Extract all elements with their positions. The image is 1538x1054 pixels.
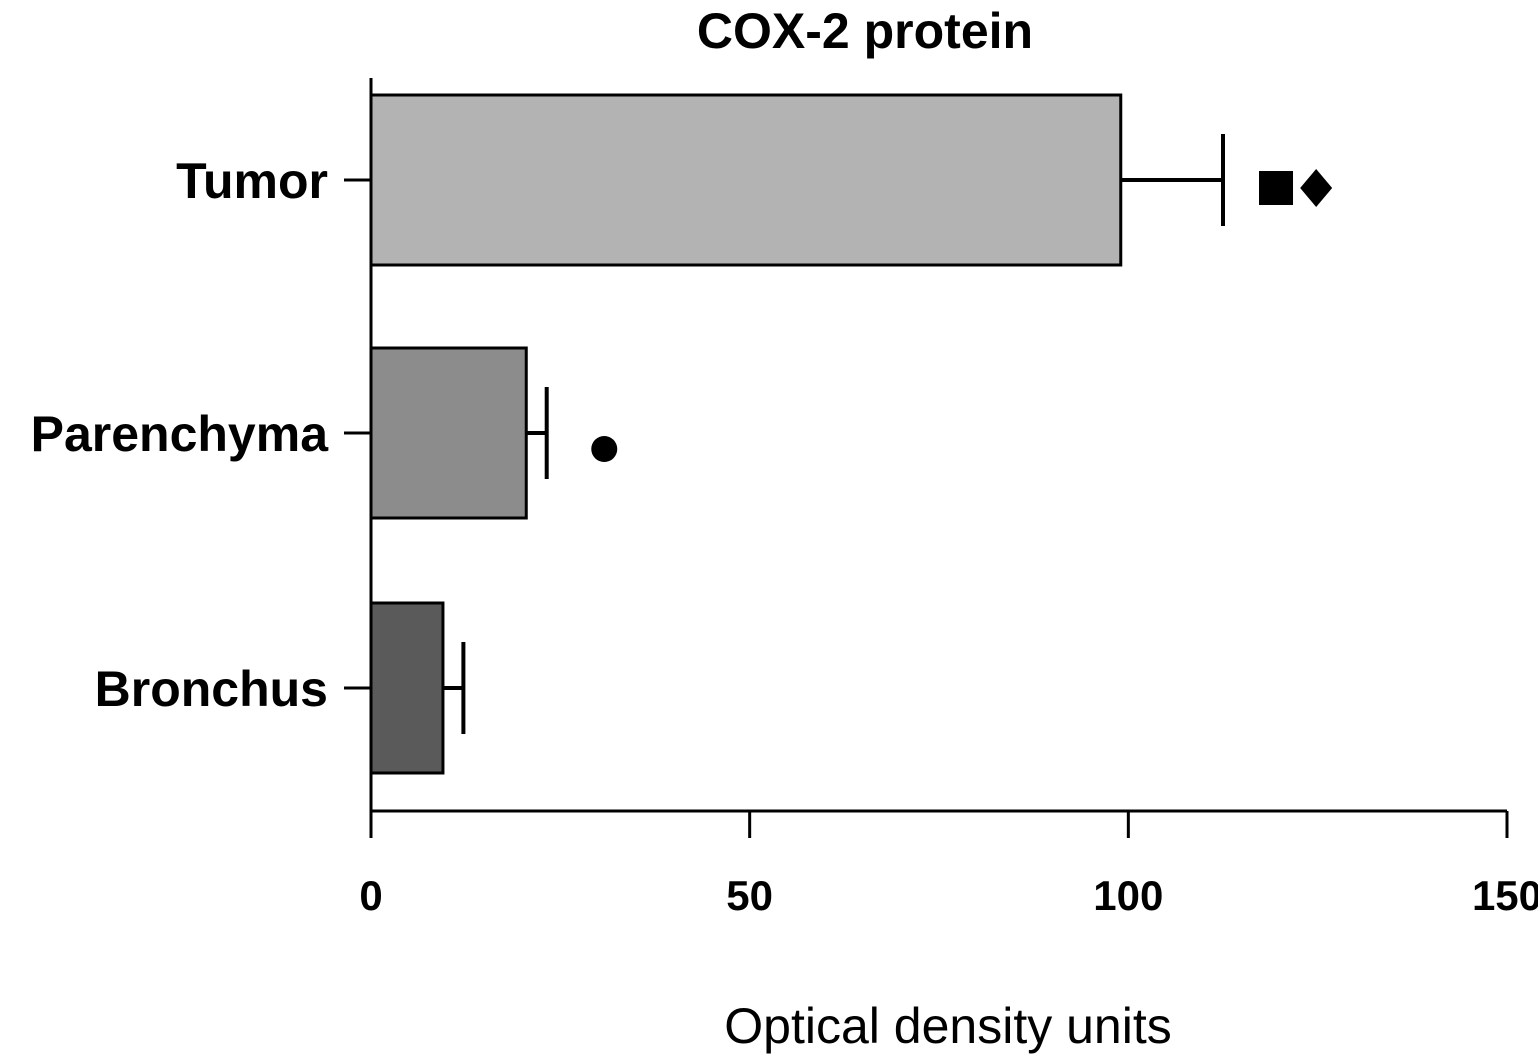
- category-label-bronchus: Bronchus: [95, 661, 328, 717]
- significance-circle-parenchyma: [591, 436, 618, 462]
- bars-layer: [369, 93, 1123, 775]
- significance-markers-layer: [591, 169, 1333, 462]
- y-ticks: Tumor Parenchyma Bronchus: [31, 153, 371, 717]
- axes: [369, 78, 1507, 813]
- x-tick-label-100: 100: [1093, 872, 1163, 919]
- x-tick-label-150: 150: [1472, 872, 1538, 919]
- category-label-parenchyma: Parenchyma: [31, 406, 330, 462]
- bar-parenchyma: [369, 346, 528, 520]
- bar-tumor: [369, 93, 1123, 267]
- x-tick-label-50: 50: [726, 872, 773, 919]
- chart-title: COX-2 protein: [697, 3, 1033, 59]
- category-label-tumor: Tumor: [176, 153, 328, 209]
- x-ticks: 0 50 100 150: [359, 811, 1538, 919]
- significance-square-tumor: [1259, 171, 1294, 205]
- significance-diamond-tumor: [1300, 169, 1333, 207]
- bar-bronchus: [369, 601, 445, 775]
- error-bars-layer: [442, 134, 1225, 734]
- x-axis-title: Optical density units: [724, 998, 1171, 1054]
- x-tick-label-0: 0: [359, 872, 382, 919]
